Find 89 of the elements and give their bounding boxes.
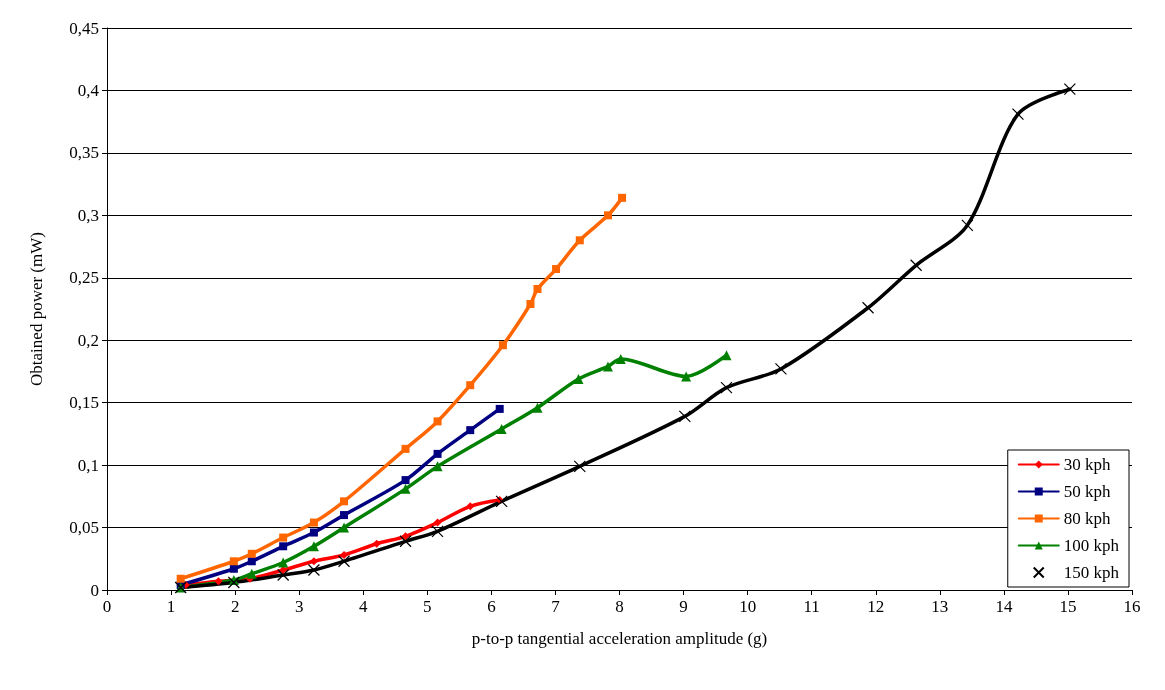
point [466, 381, 475, 390]
point [721, 350, 732, 361]
y-tick-label: 0,25 [69, 268, 99, 288]
point [308, 541, 319, 552]
x-tick-label: 6 [487, 597, 496, 616]
x-tick-label: 3 [294, 597, 304, 616]
point [247, 549, 256, 558]
point [495, 404, 504, 413]
point [573, 460, 586, 473]
y-tick-label: 0,4 [77, 80, 100, 100]
legend-label: 30 kph [1063, 455, 1111, 474]
legend-label: 150 kph [1063, 563, 1120, 582]
point [400, 483, 411, 494]
point [339, 522, 350, 533]
point [401, 532, 410, 541]
point [432, 461, 443, 472]
point [552, 265, 561, 274]
y-tick-label: 0,35 [69, 143, 99, 163]
y-tick-label: 0,3 [77, 205, 99, 225]
point [433, 518, 442, 527]
point [618, 193, 627, 202]
point [340, 551, 349, 560]
y-tick-label: 0,45 [69, 18, 99, 38]
x-tick-label: 5 [423, 597, 432, 616]
point [309, 518, 318, 527]
point [401, 444, 410, 453]
point [337, 555, 351, 568]
point [466, 426, 475, 435]
x-tick-label: 10 [739, 597, 757, 616]
point [720, 381, 733, 394]
y-axis-title: Obtained power (mW) [27, 232, 46, 386]
x-tick-label: 8 [615, 597, 624, 616]
point [229, 557, 238, 566]
point [279, 533, 288, 542]
x-tick-label: 7 [551, 597, 561, 616]
point [602, 361, 613, 372]
x-tick-label: 13 [931, 597, 949, 616]
legend-label: 50 kph [1063, 482, 1111, 501]
point [433, 417, 442, 426]
x-tick-label: 4 [359, 597, 368, 616]
point [575, 236, 584, 245]
point [372, 539, 381, 548]
point [246, 568, 257, 579]
x-tick-label: 0 [102, 597, 112, 616]
x-tick-label: 2 [230, 597, 240, 616]
y-tick-label: 0,1 [77, 455, 99, 475]
point [340, 497, 349, 506]
x-tick-label: 11 [803, 597, 820, 616]
point [681, 371, 692, 382]
point [176, 574, 185, 583]
point [307, 563, 321, 577]
point [229, 564, 238, 573]
x-tick-label: 9 [679, 597, 688, 616]
point [277, 568, 290, 582]
point [573, 373, 584, 384]
point [309, 528, 318, 537]
point [433, 449, 442, 458]
y-tick-label: 0,15 [69, 393, 99, 413]
point [615, 353, 626, 364]
point [496, 423, 507, 434]
y-tick-label: 0,05 [69, 518, 99, 538]
point [533, 285, 542, 294]
point [603, 211, 612, 220]
x-axis-title: p-to-p tangential acceleration amplitude (g) [471, 629, 768, 648]
x-tick-label: 12 [867, 597, 885, 616]
point [532, 402, 543, 413]
point [399, 535, 412, 548]
y-tick-label: 0 [90, 580, 99, 600]
legend-label: 80 kph [1063, 509, 1111, 528]
point [774, 362, 788, 376]
y-tick-label: 0,2 [77, 330, 99, 350]
point [401, 476, 410, 485]
point [1063, 83, 1076, 96]
point [526, 300, 535, 308]
point [279, 542, 288, 551]
point [495, 495, 508, 508]
x-tick-label: 1 [166, 597, 176, 616]
point [678, 410, 691, 423]
x-tick-label: 15 [1059, 597, 1077, 616]
x-tick-label: 14 [995, 597, 1013, 616]
point [498, 341, 507, 350]
point [466, 502, 475, 511]
point [309, 557, 318, 566]
point [214, 577, 223, 586]
point [431, 525, 444, 538]
legend-label: 100 kph [1063, 536, 1120, 555]
x-tick-label: 16 [1123, 597, 1141, 616]
point [278, 557, 289, 568]
point [340, 511, 349, 520]
